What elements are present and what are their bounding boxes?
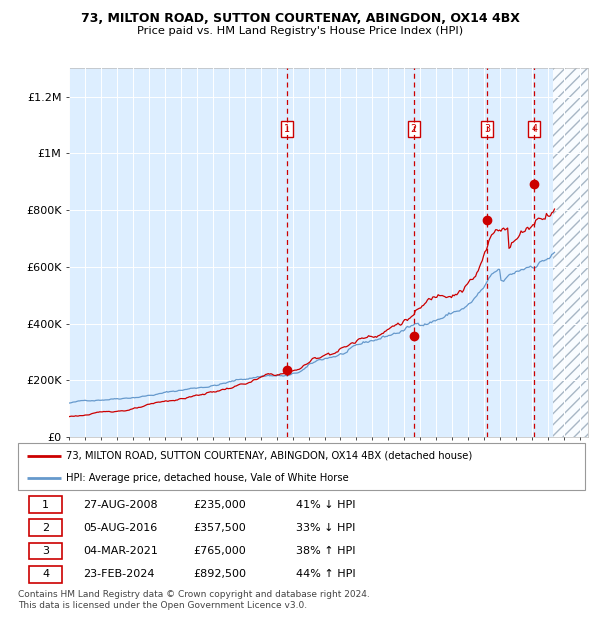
Text: 73, MILTON ROAD, SUTTON COURTENAY, ABINGDON, OX14 4BX (detached house): 73, MILTON ROAD, SUTTON COURTENAY, ABING… xyxy=(66,451,472,461)
FancyBboxPatch shape xyxy=(29,520,62,536)
Text: 4: 4 xyxy=(531,124,538,134)
Text: Price paid vs. HM Land Registry's House Price Index (HPI): Price paid vs. HM Land Registry's House … xyxy=(137,26,463,36)
Text: 2: 2 xyxy=(410,124,417,134)
Text: 4: 4 xyxy=(42,569,49,579)
Text: £892,500: £892,500 xyxy=(194,569,247,579)
Text: 3: 3 xyxy=(42,546,49,556)
Bar xyxy=(553,68,588,437)
FancyBboxPatch shape xyxy=(29,496,62,513)
Text: £357,500: £357,500 xyxy=(194,523,247,533)
FancyBboxPatch shape xyxy=(18,443,585,490)
FancyBboxPatch shape xyxy=(29,542,62,559)
Text: 27-AUG-2008: 27-AUG-2008 xyxy=(83,500,158,510)
Text: 3: 3 xyxy=(484,124,490,134)
Text: 2: 2 xyxy=(42,523,49,533)
Text: 41% ↓ HPI: 41% ↓ HPI xyxy=(296,500,355,510)
Text: £765,000: £765,000 xyxy=(194,546,247,556)
Text: £235,000: £235,000 xyxy=(194,500,247,510)
Text: 38% ↑ HPI: 38% ↑ HPI xyxy=(296,546,355,556)
Text: 1: 1 xyxy=(284,124,290,134)
Text: Contains HM Land Registry data © Crown copyright and database right 2024.
This d: Contains HM Land Registry data © Crown c… xyxy=(18,590,370,609)
Text: 73, MILTON ROAD, SUTTON COURTENAY, ABINGDON, OX14 4BX: 73, MILTON ROAD, SUTTON COURTENAY, ABING… xyxy=(80,12,520,25)
Text: HPI: Average price, detached house, Vale of White Horse: HPI: Average price, detached house, Vale… xyxy=(66,473,349,483)
Text: 23-FEB-2024: 23-FEB-2024 xyxy=(83,569,155,579)
FancyBboxPatch shape xyxy=(29,566,62,583)
Text: 33% ↓ HPI: 33% ↓ HPI xyxy=(296,523,355,533)
Text: 1: 1 xyxy=(42,500,49,510)
Text: 44% ↑ HPI: 44% ↑ HPI xyxy=(296,569,355,579)
Text: 04-MAR-2021: 04-MAR-2021 xyxy=(83,546,158,556)
Text: 05-AUG-2016: 05-AUG-2016 xyxy=(83,523,157,533)
